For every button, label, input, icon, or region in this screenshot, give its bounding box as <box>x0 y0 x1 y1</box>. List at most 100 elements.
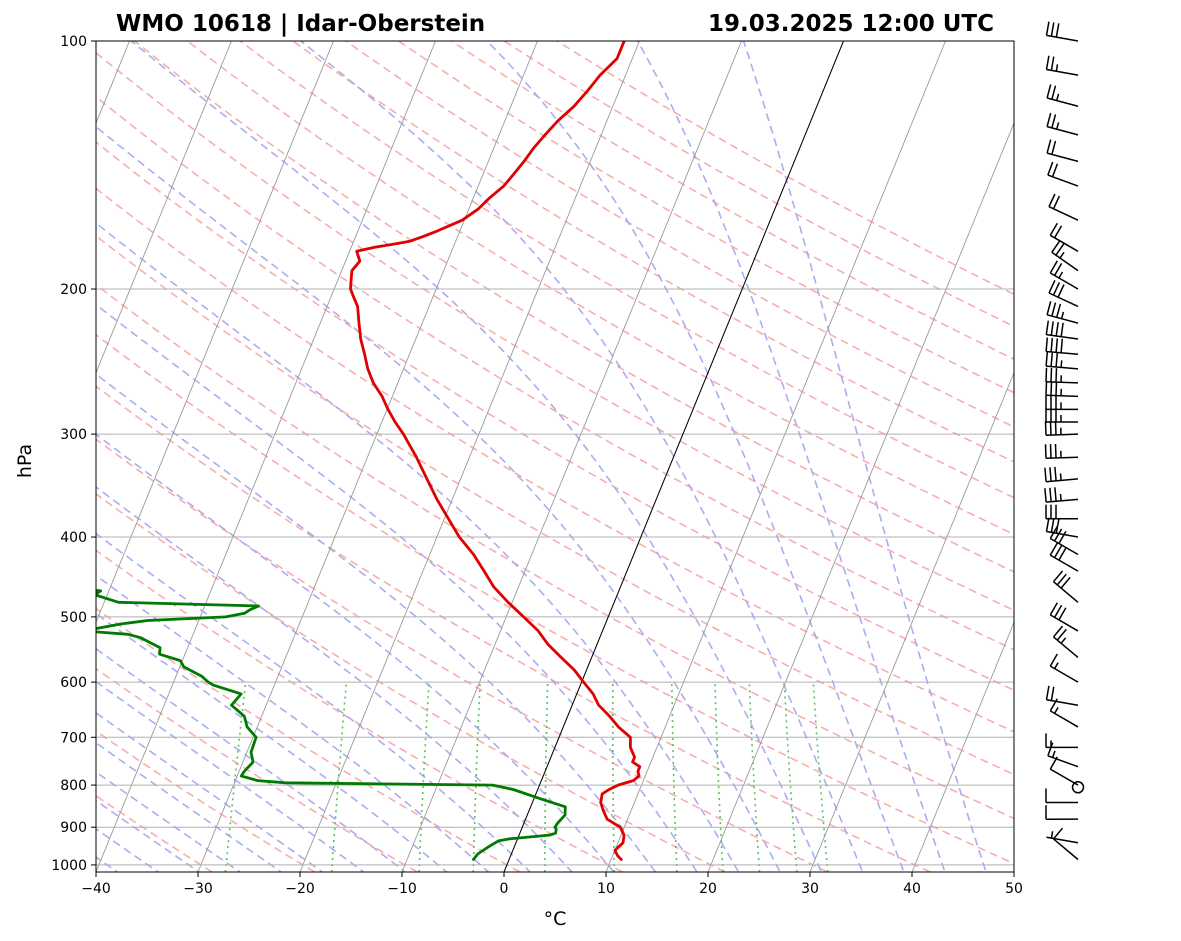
barb-full <box>1053 528 1063 542</box>
isotherm <box>96 41 334 624</box>
wind-barb <box>1044 487 1079 503</box>
barb-full <box>1045 337 1049 352</box>
barb-full <box>1049 260 1058 274</box>
barb-full <box>1050 321 1054 336</box>
barb-full <box>1049 602 1058 616</box>
moist-adiabat <box>96 647 407 872</box>
barb-half <box>1053 662 1059 669</box>
barb-full <box>1052 195 1061 210</box>
wind-barb <box>1045 367 1079 384</box>
barb-half <box>1060 311 1065 319</box>
isotherm-zero <box>503 41 844 872</box>
wind-barb <box>1049 542 1079 572</box>
moist-adiabat <box>486 41 905 872</box>
moist-adiabats <box>96 41 987 872</box>
barb-full <box>1044 467 1047 482</box>
dry-adiabats <box>96 41 1014 872</box>
barb-half <box>1059 493 1062 501</box>
barb-full <box>1045 21 1050 36</box>
barb-full <box>1051 140 1057 155</box>
barb-full <box>1058 607 1067 621</box>
barb-half <box>1051 750 1056 758</box>
dry-adiabat <box>96 385 931 872</box>
wind-barb <box>1046 139 1079 163</box>
zero-isotherm <box>503 41 844 872</box>
wind-barb <box>1051 240 1079 272</box>
barb-full <box>1056 573 1067 586</box>
wind-barb <box>1046 84 1079 107</box>
barb-full <box>1050 381 1053 396</box>
barb-full <box>1044 444 1047 459</box>
barb-full <box>1044 421 1047 436</box>
chart-title-right: 19.03.2025 12:00 UTC <box>708 11 994 37</box>
pressure-gridlines <box>96 41 1014 866</box>
barb-full <box>1049 421 1052 436</box>
barb-shaft <box>1045 456 1079 460</box>
barb-full <box>1046 301 1052 315</box>
wind-barb <box>1047 742 1079 768</box>
dry-adiabat <box>96 438 828 872</box>
isotherm <box>911 621 1014 872</box>
wind-barb <box>1044 420 1079 436</box>
barb-full <box>1053 263 1063 276</box>
barb-full <box>1054 466 1057 481</box>
isotherm <box>299 41 640 872</box>
wind-barb <box>1049 222 1079 252</box>
barb-full <box>1052 625 1064 638</box>
barb-half <box>1055 93 1060 101</box>
barb-half <box>1059 473 1062 481</box>
mixing-ratio-lines <box>224 682 829 872</box>
barb-half <box>1059 251 1065 259</box>
barb-full <box>1045 517 1050 532</box>
wind-barb <box>1044 466 1079 483</box>
wind-barb <box>1045 337 1079 356</box>
wind-barb <box>1045 21 1079 42</box>
wind-barbs <box>1044 21 1085 861</box>
moist-adiabat <box>96 574 490 872</box>
plot-frame <box>95 40 1015 873</box>
barb-full <box>1045 352 1049 367</box>
moist-adiabat <box>96 486 574 872</box>
barb-full <box>1054 443 1057 459</box>
barb-full <box>1045 685 1050 700</box>
barb-shaft <box>1046 333 1079 340</box>
barb-half <box>1050 831 1054 839</box>
wind-barb <box>1044 443 1079 460</box>
moist-adiabat <box>96 125 781 872</box>
barb-full <box>1047 742 1054 757</box>
barb-full <box>1050 686 1055 701</box>
barb-full <box>1048 193 1056 208</box>
mixing-ratio-line <box>330 682 348 872</box>
wind-barb <box>1052 827 1079 861</box>
barb-full <box>1055 381 1058 396</box>
mixing-ratio-line <box>748 682 761 872</box>
x-tick-label: 0 <box>500 881 509 897</box>
moist-adiabat <box>130 41 823 872</box>
x-tick-label: 20 <box>699 881 717 897</box>
wind-barb <box>1045 320 1079 340</box>
dry-adiabat <box>96 730 316 872</box>
wind-barb <box>1045 55 1079 76</box>
barb-full <box>1045 55 1050 70</box>
barb-full <box>1057 284 1065 298</box>
calm-marker <box>1071 781 1085 794</box>
wind-barb <box>1045 517 1079 538</box>
barb-full <box>1045 381 1048 396</box>
wind-barb <box>1047 161 1079 187</box>
barb-full <box>1053 545 1063 558</box>
barb-shaft <box>1046 350 1079 356</box>
barb-shaft <box>1045 433 1079 436</box>
y-axis-ticks: 1000 900 800 700 600 500 400 300 200 100 <box>51 34 96 874</box>
mixing-ratio-line <box>544 682 549 872</box>
barb-full <box>1050 22 1055 37</box>
barb-full <box>1051 163 1059 178</box>
wind-barb <box>1048 279 1079 308</box>
barb-half <box>1060 637 1067 644</box>
barb-full <box>1049 487 1052 502</box>
barb-full <box>1052 570 1064 583</box>
barb-full <box>1047 161 1054 176</box>
barb-full <box>1044 488 1047 503</box>
isotherm <box>809 371 1014 872</box>
barb-full <box>1049 444 1052 459</box>
